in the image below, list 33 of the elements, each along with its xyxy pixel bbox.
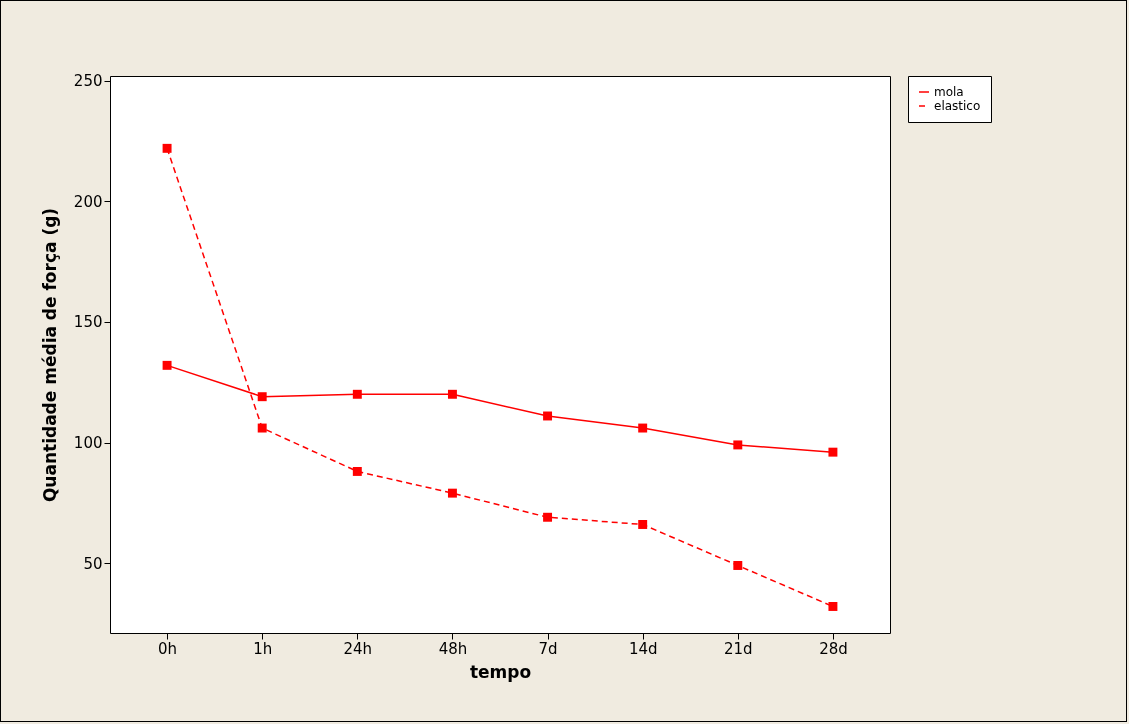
y-axis-title: Quantidade média de força (g) — [39, 207, 60, 503]
y-tick-label: 150 — [73, 313, 103, 332]
point — [638, 520, 648, 529]
point — [162, 143, 172, 153]
point — [733, 440, 743, 450]
point — [638, 423, 648, 433]
y-tick-label: 200 — [73, 192, 103, 211]
x-tick-label: 7d — [538, 639, 558, 658]
x-tick-label: 0h — [158, 639, 178, 658]
x-tick-label: 24h — [343, 639, 373, 658]
y-tick-label: 100 — [73, 434, 103, 453]
point — [447, 488, 457, 498]
x-axis-title: tempo — [469, 661, 532, 682]
point — [352, 389, 362, 399]
point — [352, 466, 362, 476]
x-tick-label: 1h — [253, 639, 273, 658]
point — [733, 561, 743, 570]
point — [543, 512, 553, 522]
legend-label: elastico — [934, 99, 981, 113]
point — [257, 423, 267, 433]
x-tick-label: 28d — [819, 639, 848, 658]
legend-label: mola — [934, 85, 964, 99]
point — [447, 389, 457, 399]
point — [162, 360, 172, 370]
point — [828, 447, 838, 457]
y-tick-label: 50 — [83, 554, 103, 573]
x-tick-label: 21d — [724, 639, 753, 658]
point — [543, 411, 553, 421]
point — [257, 392, 267, 402]
point — [828, 602, 838, 611]
y-tick-label: 250 — [73, 72, 103, 91]
x-tick-label: 48h — [438, 639, 468, 658]
x-tick-label: 14d — [628, 639, 658, 658]
